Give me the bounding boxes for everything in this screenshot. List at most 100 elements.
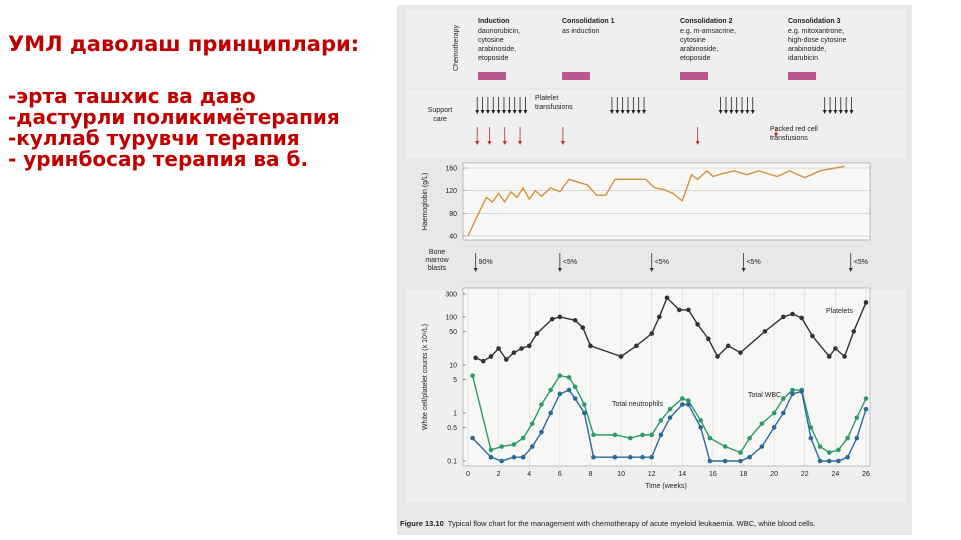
platelet-arrow — [838, 97, 843, 114]
platelet-arrow — [745, 97, 750, 114]
x-tick-label: 12 — [648, 471, 656, 478]
data-point — [488, 447, 494, 453]
y-axis-label: Haemoglobin (g/L) — [422, 173, 429, 231]
data-line — [467, 165, 845, 237]
arrow-head — [491, 110, 496, 114]
x-tick-label: 16 — [709, 471, 717, 478]
slide-title: УМЛ даволаш принциплари: — [8, 32, 360, 56]
data-point — [854, 415, 860, 420]
y-tick-label: 120 — [445, 188, 457, 195]
red-cell-arrow — [518, 127, 523, 145]
arrow-head — [615, 110, 620, 114]
data-point — [499, 458, 504, 464]
arrow-head — [750, 110, 755, 114]
red-cell-label: Packed red cell — [770, 126, 818, 133]
data-point — [627, 454, 633, 460]
caption-text: Typical flow chart for the management wi… — [448, 519, 816, 528]
data-point — [762, 329, 768, 334]
arrow-head — [557, 268, 562, 272]
data-point — [591, 432, 596, 438]
data-point — [842, 354, 847, 359]
platelet-arrow — [740, 97, 745, 114]
data-point — [612, 432, 618, 438]
data-point — [649, 331, 654, 336]
data-point — [557, 314, 563, 320]
data-point — [826, 354, 832, 359]
data-point — [826, 450, 832, 455]
arrow-head — [723, 110, 728, 114]
data-point — [649, 454, 654, 460]
marrow-value: <5% — [854, 259, 868, 266]
data-point — [725, 343, 731, 349]
marrow-label: blasts — [428, 265, 447, 272]
arrow-head — [625, 110, 630, 114]
data-point — [529, 444, 535, 449]
data-point — [686, 398, 691, 404]
arrow-head — [485, 110, 490, 114]
arrow-head — [849, 110, 854, 114]
annotation: Total neutrophils — [612, 401, 663, 408]
bullet: -дастурли поликимётерапия — [8, 105, 340, 129]
data-point — [658, 418, 664, 423]
marrow-value: <5% — [563, 259, 577, 266]
data-point — [548, 410, 553, 416]
arrow-head — [828, 110, 833, 114]
platelet-arrow — [849, 97, 854, 114]
phase-drug: arabinoside, — [478, 46, 516, 53]
platelet-label: transfusions — [535, 104, 573, 111]
chemo-bar — [562, 72, 590, 80]
x-tick-label: 0 — [466, 471, 470, 478]
data-point — [566, 375, 572, 380]
y-tick-label: 0.5 — [447, 425, 457, 432]
support-label: Support — [428, 107, 453, 114]
platelet-arrow — [491, 97, 496, 114]
phase-drug: idarubicin — [788, 55, 818, 62]
marrow-value: <5% — [655, 259, 669, 266]
red-cell-label: transfusions — [770, 135, 808, 142]
data-point — [470, 435, 475, 441]
platelet-arrow — [523, 97, 528, 114]
annotation: Total WBC — [748, 392, 781, 399]
data-point — [519, 346, 524, 351]
data-point — [511, 442, 517, 447]
arrow-head — [774, 133, 778, 137]
data-point — [539, 402, 544, 407]
x-tick-label: 6 — [558, 471, 562, 478]
y-tick-label: 100 — [445, 314, 457, 321]
phase-drug: etoposide — [478, 55, 508, 62]
data-point — [826, 458, 832, 464]
platelet-arrow — [718, 97, 723, 114]
x-tick-label: 20 — [770, 471, 778, 478]
phase-drug: arabinoside, — [680, 46, 718, 53]
bullet: -куллаб турувчи терапия — [8, 126, 300, 150]
phase-drug: cytosine — [680, 37, 706, 44]
platelet-arrow — [642, 97, 647, 114]
marrow-value: 90% — [479, 259, 493, 266]
data-point — [686, 402, 691, 407]
phase-drug: cytosine — [478, 37, 504, 44]
data-point — [836, 458, 841, 464]
arrow-head — [518, 110, 523, 114]
data-point — [676, 307, 682, 313]
data-line — [471, 374, 867, 454]
data-point — [781, 314, 786, 320]
platelet-arrow — [518, 97, 523, 114]
marrow-arrow — [649, 253, 654, 272]
data-point — [658, 432, 664, 438]
x-tick-label: 4 — [527, 471, 531, 478]
arrow-head — [475, 141, 480, 145]
marrow-arrow — [848, 253, 853, 272]
data-point — [470, 373, 475, 378]
data-point — [715, 354, 720, 359]
phase-drug: e.g. m-amsacrine, — [680, 28, 736, 35]
arrow-head — [523, 110, 528, 114]
data-point — [695, 322, 700, 327]
bullet: - уринбосар терапия ва б. — [8, 147, 309, 171]
arrow-head — [475, 110, 480, 114]
platelet-arrow — [615, 97, 620, 114]
y-tick-label: 1 — [453, 410, 457, 417]
data-point — [539, 429, 544, 435]
legend-arrow — [774, 127, 778, 137]
data-point — [582, 402, 587, 407]
